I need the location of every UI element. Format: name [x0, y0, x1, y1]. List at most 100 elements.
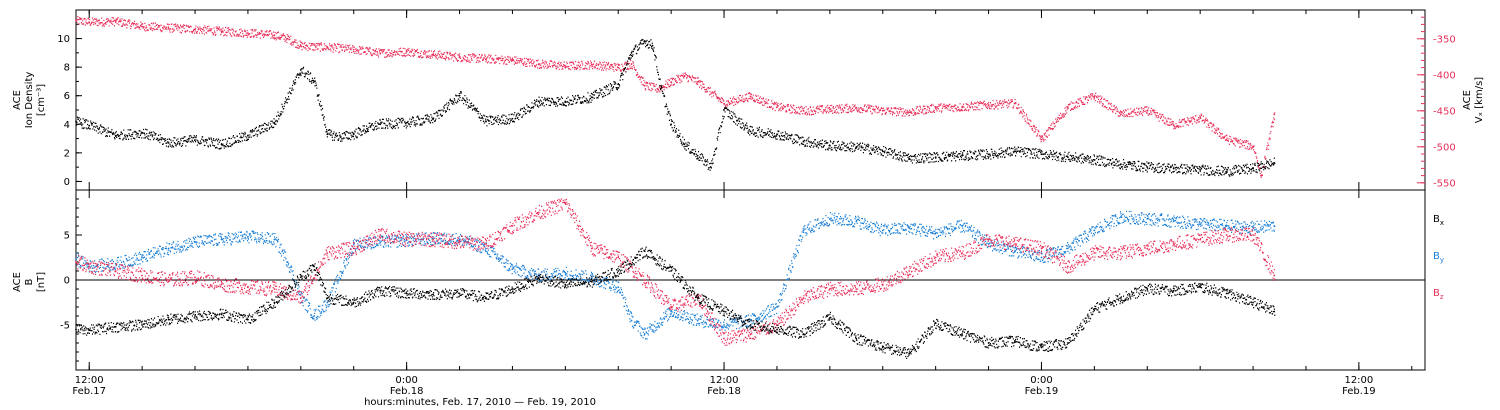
velocity-tick-label: -500: [1433, 142, 1456, 153]
data-point: [961, 333, 963, 335]
data-point: [643, 250, 646, 253]
data-point: [1014, 243, 1016, 245]
data-point: [617, 256, 620, 259]
data-point: [247, 32, 249, 34]
data-point: [511, 225, 514, 227]
data-point: [855, 107, 858, 109]
data-point: [1119, 216, 1122, 218]
data-point: [802, 140, 805, 143]
data-point: [749, 333, 752, 335]
data-point: [1014, 340, 1016, 343]
data-point: [538, 100, 540, 103]
data-point: [590, 280, 593, 283]
data-point: [881, 283, 884, 286]
data-point: [1225, 225, 1228, 227]
data-point: [1040, 247, 1043, 250]
data-point: [538, 63, 540, 65]
data-point: [511, 268, 514, 271]
data-point: [881, 150, 884, 153]
density-title-line: ACE: [12, 90, 23, 110]
data-point: [141, 274, 144, 277]
data-point: [987, 153, 990, 156]
density-tick-label: 0: [64, 177, 70, 188]
data-point: [749, 319, 752, 322]
data-point: [1172, 289, 1175, 292]
data-point: [617, 83, 620, 86]
data-point: [1146, 288, 1149, 290]
data-point: [1067, 342, 1069, 344]
data-point: [167, 318, 170, 321]
legend-entry-z: Bz: [1433, 288, 1444, 301]
data-point: [88, 21, 91, 24]
data-point: [220, 30, 223, 33]
data-point: [1273, 225, 1276, 227]
legend: Bx By Bz: [1433, 214, 1444, 301]
data-point: [458, 56, 461, 59]
data-point: [352, 133, 355, 136]
data-point: [934, 322, 937, 325]
data-point: [247, 134, 249, 137]
data-point: [1067, 106, 1069, 109]
data-point: [1067, 247, 1069, 250]
x-axis-title: hours:minutes, Feb. 17, 2010 — Feb. 19, …: [364, 397, 596, 408]
data-point: [432, 238, 434, 241]
data-point: [75, 258, 77, 261]
data-point: [194, 28, 196, 31]
data-point: [114, 134, 117, 137]
field-tick-label: 0: [64, 276, 70, 287]
data-point: [934, 107, 937, 109]
data-point: [1260, 174, 1262, 177]
data-point: [855, 220, 858, 223]
data-point: [1225, 292, 1228, 295]
data-point: [1119, 297, 1122, 299]
data-point: [696, 154, 699, 157]
data-point: [1199, 117, 1202, 119]
data-point: [220, 238, 223, 241]
data-point: [590, 96, 593, 98]
data-point: [987, 342, 990, 344]
data-point: [1273, 310, 1276, 313]
series-points: [76, 246, 1276, 360]
data-point: [670, 81, 672, 83]
data-point: [194, 315, 196, 317]
data-point: [286, 261, 289, 263]
velocity-tick-label: -450: [1433, 106, 1456, 117]
data-point: [366, 127, 368, 130]
data-point: [1040, 256, 1043, 259]
density-tick-label: 2: [64, 148, 70, 159]
series-right-axis: [75, 16, 1276, 179]
field-tick-label: -5: [60, 321, 70, 332]
data-point: [299, 69, 302, 71]
series-bz: [75, 198, 1276, 347]
x-tick-time-label: 12:00: [75, 375, 104, 386]
data-point: [114, 20, 117, 23]
data-point: [286, 37, 289, 40]
data-point: [1225, 138, 1228, 141]
data-point: [651, 44, 654, 47]
velocity-tick-label: -400: [1433, 70, 1456, 81]
data-point: [643, 40, 646, 43]
density-tick-label: 4: [64, 120, 70, 131]
data-point: [829, 288, 831, 290]
data-point: [1199, 286, 1202, 289]
data-point: [273, 301, 276, 304]
data-point: [220, 283, 223, 286]
data-point: [829, 217, 831, 220]
data-point: [75, 19, 77, 22]
data-point: [657, 88, 659, 91]
data-point: [1146, 166, 1149, 169]
data-point: [326, 252, 329, 254]
data-point: [749, 324, 752, 326]
data-point: [141, 256, 144, 259]
data-point: [630, 63, 633, 65]
data-point: [802, 229, 805, 232]
data-point: [141, 25, 144, 28]
data-point: [511, 288, 514, 290]
data-point: [617, 270, 620, 272]
data-point: [1093, 252, 1096, 254]
data-point: [1093, 307, 1096, 310]
data-point: [776, 133, 778, 136]
velocity-tick-label: -350: [1433, 34, 1456, 45]
data-point: [776, 306, 778, 308]
data-point: [881, 109, 884, 112]
